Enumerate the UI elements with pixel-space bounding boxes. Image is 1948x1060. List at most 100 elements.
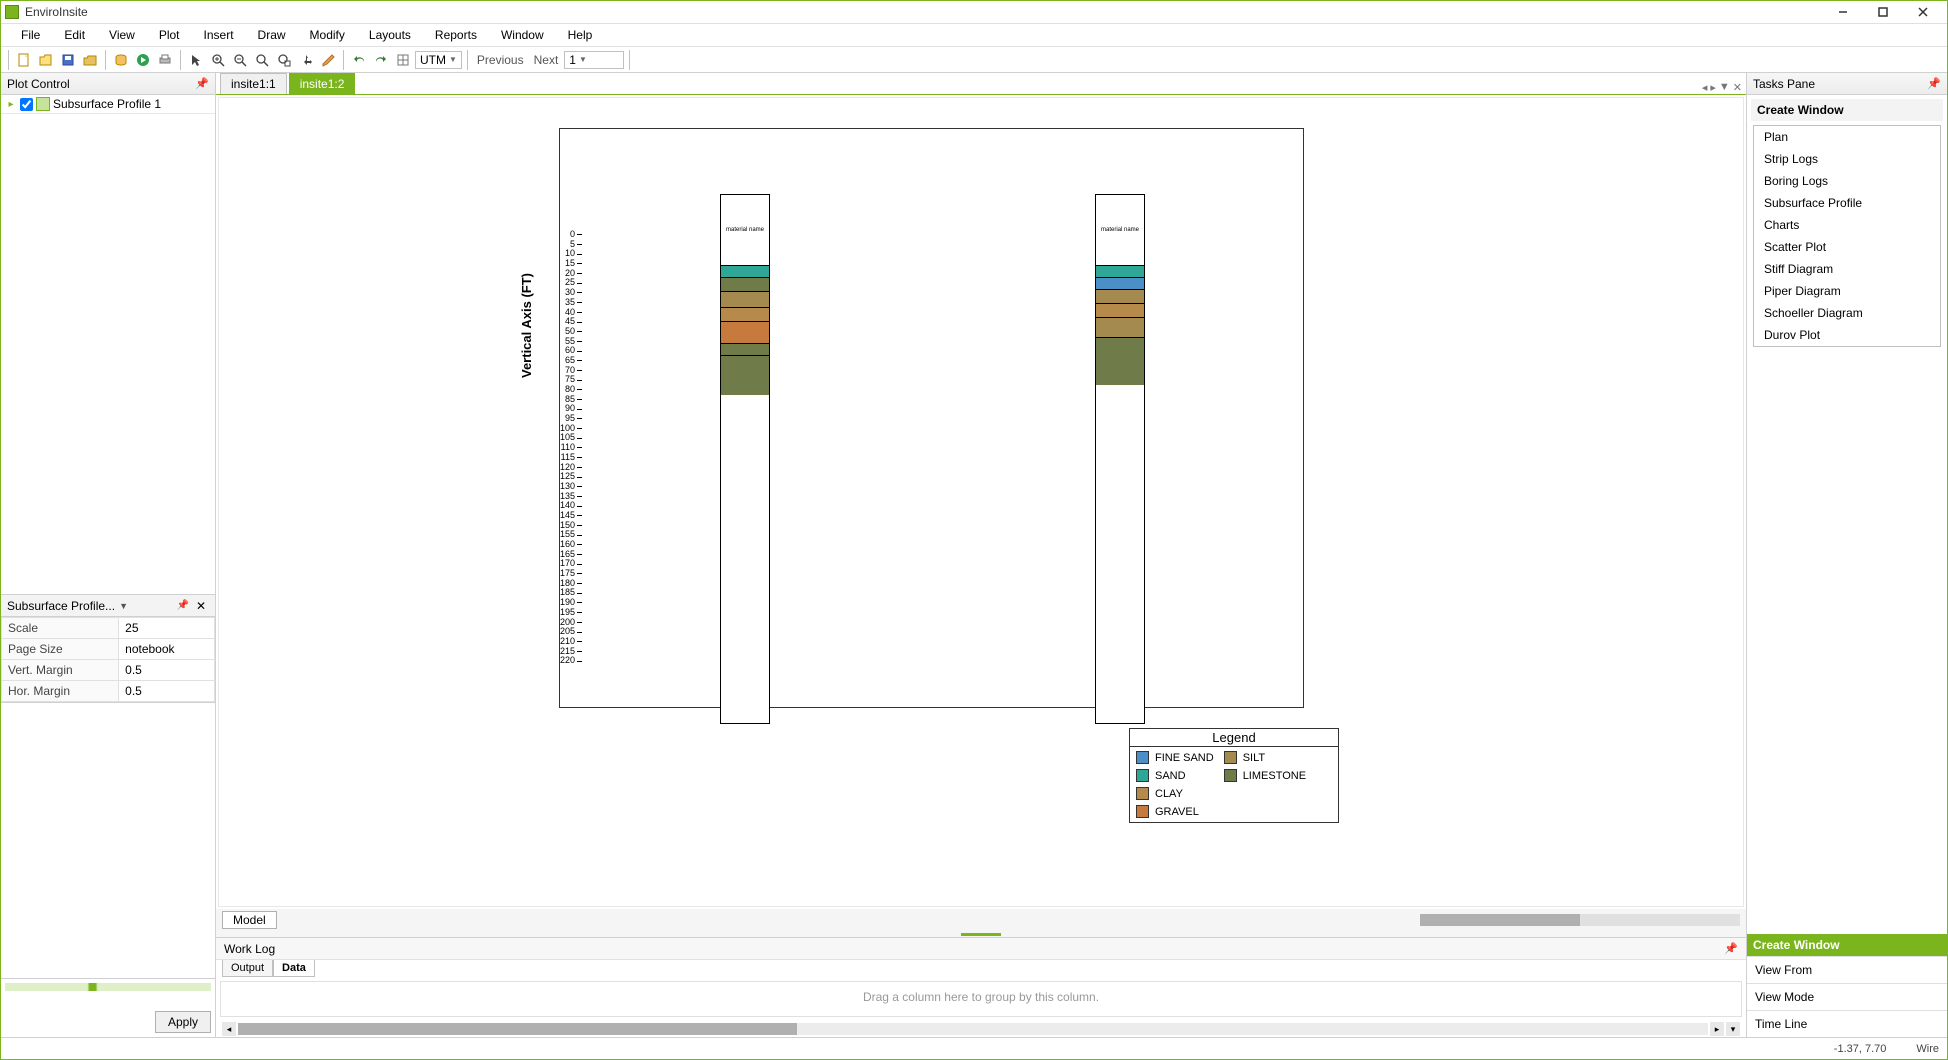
- lithology-layer: [721, 321, 769, 343]
- axis-ticks: 0510152025303540455055606570758085909510…: [532, 230, 582, 666]
- prop-value[interactable]: 0.5: [119, 660, 215, 681]
- menu-layouts[interactable]: Layouts: [357, 25, 423, 45]
- menu-reports[interactable]: Reports: [423, 25, 489, 45]
- task-item[interactable]: Boring Logs: [1754, 170, 1940, 192]
- coord-label: UTM: [420, 53, 446, 67]
- prop-row[interactable]: Page Sizenotebook: [2, 639, 215, 660]
- tasks-header: Tasks Pane 📌: [1747, 73, 1947, 95]
- print-icon[interactable]: [155, 50, 175, 70]
- pin-icon[interactable]: 📌: [195, 77, 209, 90]
- coord-select[interactable]: UTM▼: [415, 51, 462, 69]
- undo-icon[interactable]: [349, 50, 369, 70]
- menu-modify[interactable]: Modify: [298, 25, 357, 45]
- pan-icon[interactable]: [296, 50, 316, 70]
- task-item[interactable]: Plan: [1754, 126, 1940, 148]
- redo-icon[interactable]: [371, 50, 391, 70]
- hscroll-thumb[interactable]: [1420, 914, 1580, 926]
- task-item[interactable]: Strip Logs: [1754, 148, 1940, 170]
- model-tab[interactable]: Model: [222, 911, 277, 929]
- properties-header: Subsurface Profile... ▼ 📌 ✕: [1, 595, 215, 617]
- zoom-out-icon[interactable]: [230, 50, 250, 70]
- worklog-tabs: Output Data: [216, 960, 1746, 977]
- menu-draw[interactable]: Draw: [246, 25, 298, 45]
- zoom-window-icon[interactable]: [274, 50, 294, 70]
- view-mode-section[interactable]: View Mode: [1747, 983, 1947, 1010]
- next-tab-icon[interactable]: ▸: [1710, 81, 1716, 94]
- task-item[interactable]: Scatter Plot: [1754, 236, 1940, 258]
- tree-checkbox[interactable]: [20, 98, 33, 111]
- run-icon[interactable]: [133, 50, 153, 70]
- next-select[interactable]: 1▼: [564, 51, 624, 69]
- boring-column[interactable]: material name: [1095, 194, 1145, 724]
- lithology-layer: [1096, 265, 1144, 277]
- previous-button[interactable]: Previous: [473, 53, 528, 67]
- close-button[interactable]: [1903, 2, 1943, 22]
- db-icon[interactable]: [111, 50, 131, 70]
- time-line-section[interactable]: Time Line: [1747, 1010, 1947, 1037]
- worklog-body[interactable]: Drag a column here to group by this colu…: [220, 981, 1742, 1017]
- zoom-extents-icon[interactable]: [252, 50, 272, 70]
- open-icon[interactable]: [36, 50, 56, 70]
- apply-button[interactable]: Apply: [155, 1011, 211, 1033]
- menu-edit[interactable]: Edit: [52, 25, 97, 45]
- worklog-title: Work Log: [224, 942, 275, 956]
- menu-file[interactable]: File: [9, 25, 52, 45]
- pin-icon[interactable]: 📌: [1724, 942, 1738, 955]
- close-icon[interactable]: ✕: [193, 599, 209, 613]
- menu-insert[interactable]: Insert: [192, 25, 246, 45]
- scroll-track[interactable]: [238, 1023, 1708, 1035]
- maximize-button[interactable]: [1863, 2, 1903, 22]
- create-window-section[interactable]: Create Window: [1751, 99, 1943, 121]
- prop-value[interactable]: 0.5: [119, 681, 215, 702]
- tab-insite1-2[interactable]: insite1:2: [289, 73, 356, 94]
- tab-output[interactable]: Output: [222, 960, 273, 977]
- task-item[interactable]: Charts: [1754, 214, 1940, 236]
- task-item[interactable]: Piper Diagram: [1754, 280, 1940, 302]
- zoom-in-icon[interactable]: [208, 50, 228, 70]
- expand-icon[interactable]: ▸: [5, 98, 17, 110]
- hscrollbar[interactable]: [1420, 914, 1740, 926]
- menu-help[interactable]: Help: [556, 25, 605, 45]
- tree-item[interactable]: ▸ Subsurface Profile 1: [1, 95, 215, 114]
- scroll-thumb[interactable]: [238, 1023, 797, 1035]
- plot-frame: material namematerial name: [559, 128, 1304, 708]
- prop-value[interactable]: 25: [119, 618, 215, 639]
- boring-column[interactable]: material name: [720, 194, 770, 724]
- tab-menu-icon[interactable]: ▼: [1719, 81, 1730, 94]
- prop-row[interactable]: Hor. Margin0.5: [2, 681, 215, 702]
- pin-icon[interactable]: 📌: [1927, 77, 1941, 90]
- tab-close-icon[interactable]: ✕: [1733, 81, 1742, 94]
- task-item[interactable]: Durov Plot: [1754, 324, 1940, 346]
- tab-insite1-1[interactable]: insite1:1: [220, 73, 287, 94]
- folder-icon[interactable]: [80, 50, 100, 70]
- task-item[interactable]: Schoeller Diagram: [1754, 302, 1940, 324]
- menu-plot[interactable]: Plot: [147, 25, 192, 45]
- grid-icon[interactable]: [393, 50, 413, 70]
- tab-data[interactable]: Data: [273, 960, 315, 977]
- prop-row[interactable]: Scale25: [2, 618, 215, 639]
- view-from-section[interactable]: View From: [1747, 956, 1947, 983]
- new-icon[interactable]: [14, 50, 34, 70]
- boring-header: material name: [721, 195, 769, 265]
- chevron-down-icon[interactable]: ▼: [119, 601, 128, 611]
- task-item[interactable]: Stiff Diagram: [1754, 258, 1940, 280]
- pin-icon[interactable]: 📌: [176, 600, 188, 611]
- app-icon: [5, 5, 19, 19]
- lithology-layer: [1096, 277, 1144, 289]
- task-item[interactable]: Subsurface Profile: [1754, 192, 1940, 214]
- prop-row[interactable]: Vert. Margin0.5: [2, 660, 215, 681]
- cursor-icon[interactable]: [186, 50, 206, 70]
- minimize-button[interactable]: [1823, 2, 1863, 22]
- scroll-menu-icon[interactable]: ▾: [1726, 1022, 1740, 1036]
- canvas[interactable]: material namematerial name Vertical Axis…: [218, 97, 1744, 907]
- scroll-left-icon[interactable]: ◂: [222, 1022, 236, 1036]
- save-icon[interactable]: [58, 50, 78, 70]
- create-window-active[interactable]: Create Window: [1747, 934, 1947, 956]
- prop-value[interactable]: notebook: [119, 639, 215, 660]
- prev-tab-icon[interactable]: ◂: [1702, 81, 1708, 94]
- menu-window[interactable]: Window: [489, 25, 556, 45]
- scroll-right-icon[interactable]: ▸: [1710, 1022, 1724, 1036]
- menu-view[interactable]: View: [97, 25, 147, 45]
- edit-icon[interactable]: [318, 50, 338, 70]
- legend-label: FINE SAND: [1155, 752, 1214, 764]
